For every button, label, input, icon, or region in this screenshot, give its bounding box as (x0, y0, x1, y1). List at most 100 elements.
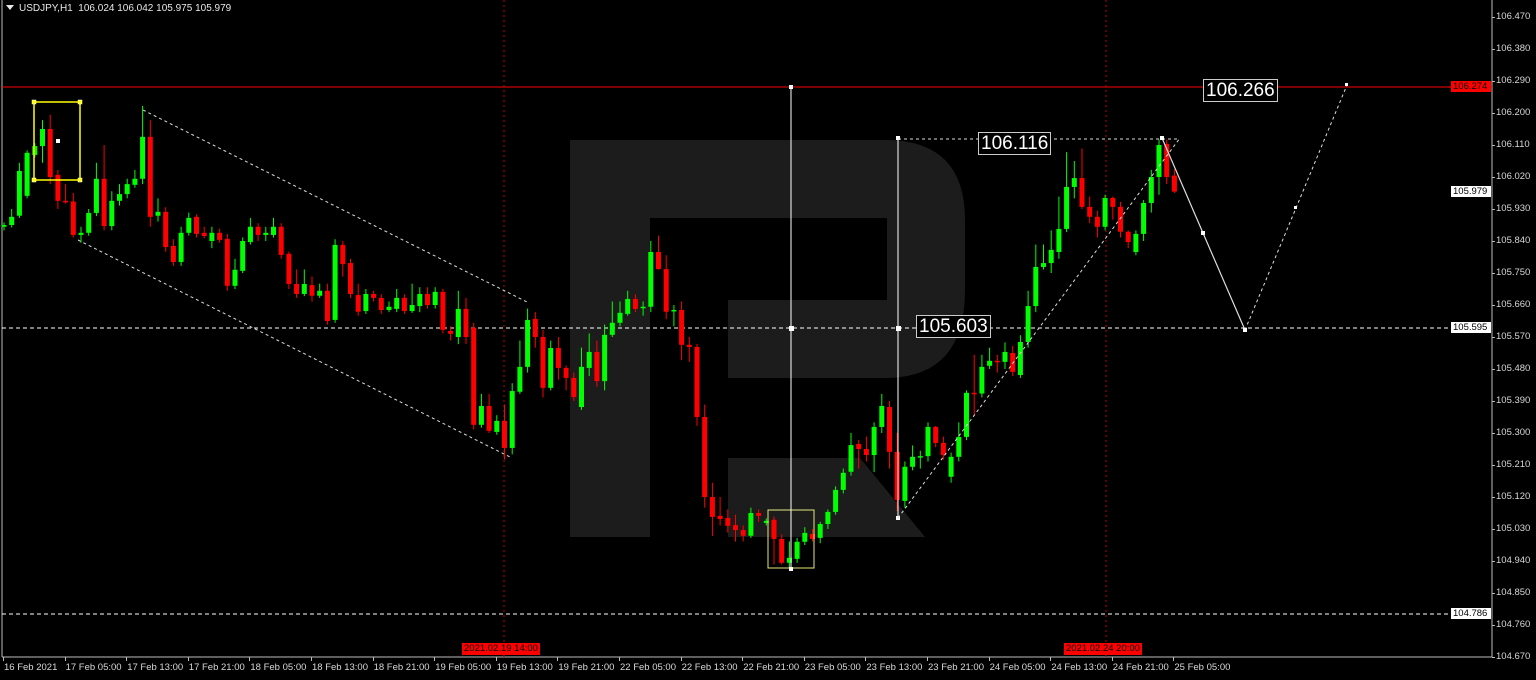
candle-body (1048, 249, 1054, 264)
candle-body (1110, 197, 1116, 207)
candle-body (717, 515, 723, 520)
handle[interactable] (789, 326, 794, 331)
candle-body (1064, 186, 1070, 229)
candle-body (217, 232, 223, 240)
candle-body (887, 407, 892, 452)
channel-lower-line[interactable] (77, 239, 513, 459)
candle-body (286, 253, 292, 285)
price-tick (1492, 113, 1495, 114)
price-tick (1492, 465, 1495, 466)
watermark-logo (570, 140, 965, 537)
time-tick-label: 24 Feb 13:00 (1051, 662, 1108, 673)
candle-body (471, 327, 477, 425)
time-tick-label: 24 Feb 05:00 (989, 662, 1046, 673)
handle[interactable] (789, 85, 793, 89)
price-tick (1492, 209, 1495, 210)
candle-body (502, 420, 507, 448)
candles-layer (1, 105, 1177, 569)
ohlc-readout: 106.024 106.042 105.975 105.979 (78, 3, 232, 14)
candle-body (1125, 231, 1131, 243)
time-tick-label: 17 Feb 05:00 (65, 662, 122, 673)
candle-body (925, 426, 931, 457)
time-tick-label: 23 Feb 05:00 (804, 662, 861, 673)
highlight-box[interactable] (33, 101, 81, 181)
candle-body (1033, 266, 1039, 307)
candle-body (93, 178, 99, 213)
candle-body (994, 360, 1000, 363)
dropdown-triangle-icon[interactable] (6, 5, 14, 10)
candle-body (671, 309, 677, 312)
candle-body (1010, 353, 1016, 372)
target-high-label[interactable]: 106.266 (1203, 79, 1278, 102)
candle-body (224, 238, 230, 286)
mid-level-label[interactable]: 105.603 (916, 315, 991, 338)
candle-body (78, 232, 84, 235)
candle-body (625, 298, 631, 314)
time-tick-label: 25 Feb 05:00 (1174, 662, 1231, 673)
time-tick (803, 657, 805, 661)
candle-body (594, 351, 600, 382)
bid-price-tag: 105.979 (1451, 186, 1491, 197)
candle-body (355, 295, 361, 312)
time-tick (680, 657, 682, 661)
forecast-handles[interactable] (1160, 83, 1348, 332)
candle-body (894, 451, 900, 500)
candle-body (656, 252, 661, 270)
candle-body (455, 308, 461, 337)
candle-body (509, 391, 515, 448)
candle-body (1, 225, 7, 227)
candle-body (124, 184, 130, 195)
candle-body (1025, 306, 1031, 342)
handle[interactable] (896, 136, 900, 140)
time-tick-label: 19 Feb 05:00 (435, 662, 492, 673)
candle-body (378, 297, 384, 310)
candle-body (840, 472, 846, 490)
candle-body (55, 174, 61, 201)
candle-body (771, 519, 777, 539)
top-level-label[interactable]: 106.116 (978, 132, 1052, 155)
candle-body (548, 348, 554, 388)
candle-body (555, 348, 561, 368)
candle-body (386, 306, 392, 310)
candle-body (463, 308, 469, 337)
candle-body (602, 334, 608, 382)
candle-body (147, 136, 153, 217)
candle-body (401, 297, 407, 312)
time-tick (865, 657, 867, 661)
candle-body (917, 456, 923, 458)
candle-body (525, 319, 531, 367)
candle-body (756, 513, 762, 516)
candle-body (1148, 177, 1154, 203)
box-center-handle[interactable] (56, 139, 60, 143)
time-tick (619, 657, 620, 661)
price-tick-label: 105.210 (1496, 459, 1531, 470)
handle[interactable] (789, 567, 793, 571)
time-tick-label: 17 Feb 13:00 (127, 662, 184, 673)
candle-body (794, 541, 800, 559)
candle-body (271, 226, 276, 235)
candle-body (733, 525, 738, 531)
time-tick (249, 657, 251, 661)
trend-line[interactable] (897, 137, 1181, 519)
candle-body (956, 436, 962, 457)
candle-body (979, 366, 985, 394)
box-handles[interactable] (31, 99, 83, 183)
price-tick-label: 106.110 (1496, 139, 1530, 150)
candle-body (1102, 197, 1108, 227)
time-tick (988, 657, 990, 661)
candle-body (987, 360, 993, 366)
price-tick-label: 104.760 (1496, 619, 1531, 630)
candle-body (763, 520, 769, 523)
price-tick (1492, 17, 1495, 18)
handle[interactable] (896, 326, 901, 331)
candle-body (394, 297, 400, 309)
candle-body (309, 285, 315, 296)
candle-body (478, 405, 484, 425)
price-tick (1492, 401, 1495, 402)
candle-body (186, 217, 192, 233)
candle-body (9, 216, 15, 225)
time-tick (311, 657, 312, 661)
time-tick-label: 22 Feb 13:00 (681, 662, 738, 673)
time-tick (742, 657, 744, 661)
